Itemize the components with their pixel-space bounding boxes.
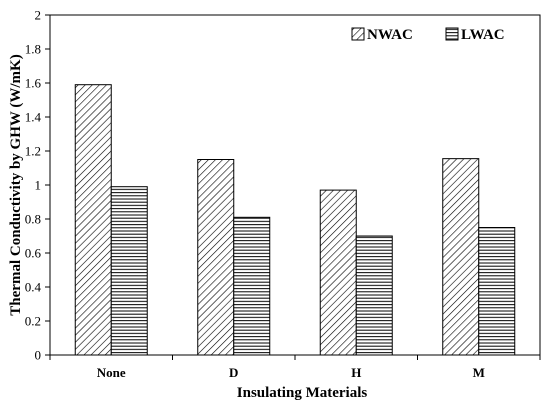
x-axis-title: Insulating Materials: [237, 385, 368, 401]
legend-label-lwac: LWAC: [461, 27, 505, 43]
y-tick-label: 0: [35, 348, 42, 363]
y-tick-label: 1.6: [25, 76, 42, 91]
bar-nwac-none: [74, 84, 112, 356]
y-tick-label: 0.4: [25, 280, 42, 295]
legend-swatch-nwac: [351, 27, 365, 41]
legend-label-nwac: NWAC: [367, 27, 413, 43]
bar-nwac-h: [319, 189, 357, 356]
y-tick-label: 1.2: [25, 144, 41, 159]
x-category-label: D: [229, 365, 238, 380]
legend-swatch-lwac: [445, 27, 459, 41]
y-tick-label: 0.2: [25, 314, 41, 329]
x-category-label: M: [473, 365, 485, 380]
bar-nwac-d: [197, 159, 235, 356]
plot-area: 0 0.2 0.4 0.6 0.8 1 1.2 1.4 1.6 1.8 2 None D H M NWAC LW…: [25, 8, 541, 380]
x-category-label: H: [351, 365, 361, 380]
y-tick-label: 2: [35, 8, 42, 23]
y-axis-title: Thermal Conductivity by GHW (W/mK): [8, 54, 24, 315]
bar-lwac-h: [355, 235, 393, 356]
bar-lwac-none: [110, 186, 148, 356]
y-tick-label: 1: [35, 178, 42, 193]
bar-lwac-m: [478, 227, 516, 356]
x-category-label: None: [97, 365, 126, 380]
y-tick-label: 0.6: [25, 246, 42, 261]
y-tick-label: 0.8: [25, 212, 41, 227]
y-tick-label: 1.4: [25, 110, 42, 125]
bar-nwac-m: [442, 158, 480, 356]
y-tick-label: 1.8: [25, 42, 41, 57]
bar-lwac-d: [233, 216, 271, 356]
